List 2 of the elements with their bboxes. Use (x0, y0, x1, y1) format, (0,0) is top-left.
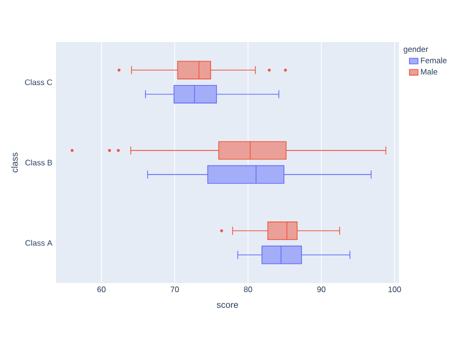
x-axis-title: score (216, 302, 238, 308)
y-axis-title: class (11, 152, 18, 172)
